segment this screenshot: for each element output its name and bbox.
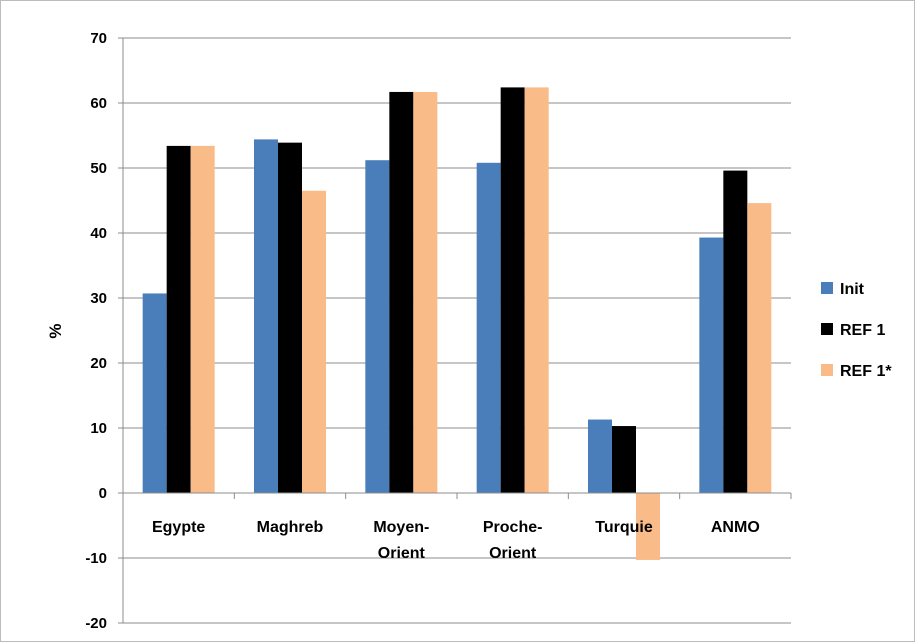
y-tick-label: 60 (90, 95, 107, 112)
bar (612, 426, 636, 493)
y-axis-title: % (46, 323, 65, 338)
y-tick-label: 50 (90, 160, 107, 177)
axis-labels: -20 -10 0 10 20 30 40 50 60 70 Egypte Maghreb Moyen-… (85, 30, 759, 632)
bar (747, 203, 772, 493)
legend: Init REF 1 REF 1* (821, 281, 892, 380)
bar (278, 142, 302, 493)
legend-label: REF 1 (840, 322, 885, 339)
y-tick-label: 30 (90, 290, 107, 307)
bar (500, 87, 525, 494)
bar (476, 162, 501, 494)
bar (190, 145, 215, 493)
gridlines (123, 37, 791, 624)
y-tick-label: 40 (90, 225, 107, 242)
y-tick-label: 0 (99, 485, 107, 502)
legend-swatch (821, 364, 833, 376)
y-tick-label: -10 (85, 550, 107, 567)
bar (254, 139, 278, 493)
x-category-label: Egypte (152, 519, 205, 536)
bar (636, 493, 660, 560)
bar (524, 87, 549, 494)
y-tick-label: 10 (90, 420, 107, 437)
x-category-label-line: Turquie (595, 519, 653, 536)
bar (302, 190, 326, 493)
x-category-label: Moyen- Orient (373, 519, 429, 562)
legend-swatch (821, 323, 833, 335)
x-category-label-line: Maghreb (257, 519, 324, 536)
x-category-label: Maghreb (257, 519, 324, 536)
y-tick-label: -20 (85, 615, 107, 632)
y-tick-label: 20 (90, 355, 107, 372)
x-category-label-line: Proche- (483, 519, 543, 536)
legend-label: REF 1* (840, 363, 892, 380)
bar (166, 145, 191, 493)
axes (118, 37, 792, 624)
bar (142, 293, 167, 493)
x-category-label: Turquie (595, 519, 653, 536)
x-category-label: ANMO (711, 519, 760, 536)
bar (365, 160, 390, 493)
bar (723, 170, 748, 493)
y-tick-label: 70 (90, 30, 107, 47)
x-category-label-line: Moyen- (373, 519, 429, 536)
bar (588, 419, 612, 493)
bar (389, 91, 414, 493)
bar (699, 237, 724, 493)
x-category-label: Proche- Orient (483, 519, 543, 562)
x-category-label-line: Orient (489, 545, 537, 562)
bar (413, 91, 438, 493)
legend-label: Init (840, 281, 865, 298)
legend-swatch (821, 282, 833, 294)
x-category-label-line: ANMO (711, 519, 760, 536)
x-category-label-line: Egypte (152, 519, 205, 536)
bars (142, 87, 772, 560)
x-category-label-line: Orient (378, 545, 426, 562)
